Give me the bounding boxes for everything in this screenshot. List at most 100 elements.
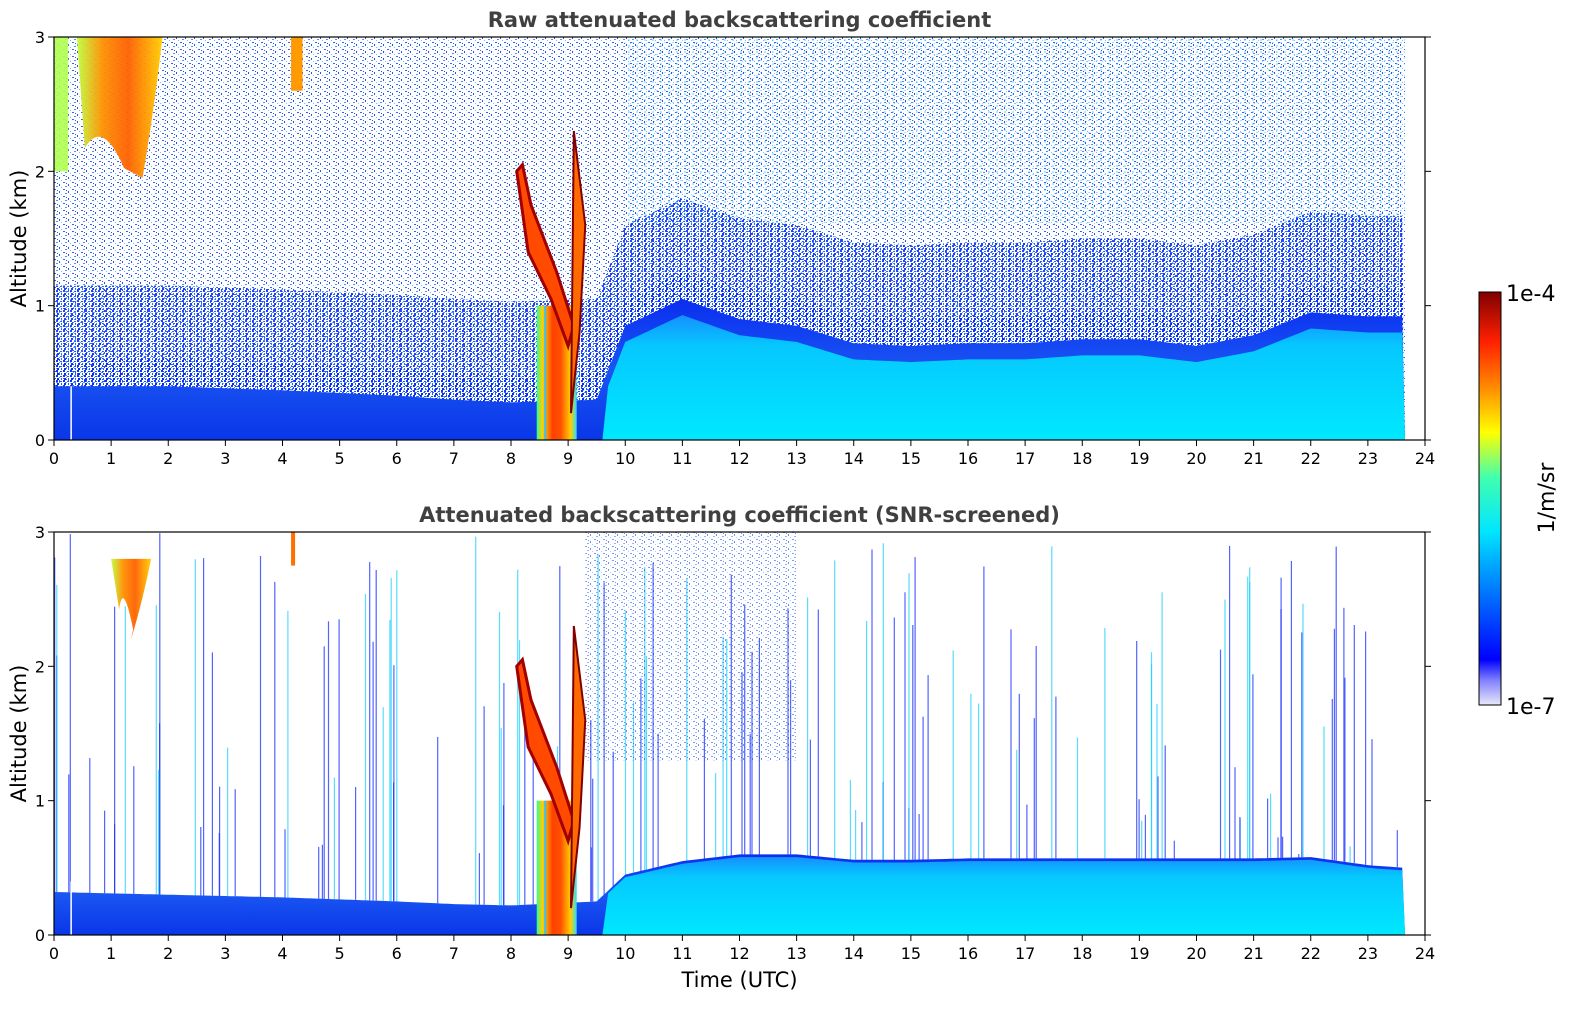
signal-streak (287, 610, 289, 898)
signal-streak (1010, 629, 1012, 859)
high-cloud (111, 558, 152, 640)
signal-streak (158, 769, 160, 895)
y-tick-label: 2 (35, 162, 45, 181)
signal-streak (364, 594, 367, 901)
signal-streak (475, 536, 477, 905)
signal-streak (227, 747, 229, 897)
signal-streak (849, 779, 851, 860)
signal-streak (1280, 577, 1282, 858)
speckle-region (585, 532, 797, 761)
x-axis: 0 1 2 3 4 5 6 7 8 9 10 11 12 13 14 15 16 17 18 19 20 21 22 23 24 (49, 935, 1435, 963)
cloud-edge (54, 37, 69, 172)
y-tick-label: 0 (35, 926, 45, 945)
signal-streak (1136, 641, 1138, 859)
signal-streak (396, 570, 398, 902)
cloud-patch (291, 532, 296, 566)
y-tick-label: 1 (35, 792, 45, 811)
rain-column (569, 130, 587, 414)
x-tick-label: 24 (1415, 944, 1435, 963)
signal-streak (393, 782, 395, 902)
signal-streak (741, 671, 743, 855)
signal-streak (54, 557, 56, 892)
x-tick-label: 3 (220, 449, 230, 468)
high-cloud (76, 37, 163, 179)
signal-streak (218, 833, 220, 896)
signal-streak (1252, 674, 1254, 859)
signal-streak (715, 773, 717, 858)
x-tick-label: 11 (672, 944, 692, 963)
signal-streak (321, 844, 323, 899)
plot-area-1 (54, 37, 1425, 440)
signal-streak (1277, 837, 1279, 858)
y-tick-label: 1 (35, 297, 45, 316)
x-tick-label: 5 (335, 944, 345, 963)
signal-streak (908, 573, 910, 860)
x-tick-label: 21 (1243, 449, 1263, 468)
signal-streak (372, 641, 374, 901)
signal-streak (1026, 804, 1028, 859)
signal-streak (104, 810, 106, 894)
signal-streak (1365, 631, 1367, 865)
x-tick-label: 12 (729, 944, 749, 963)
signal-streak (807, 597, 809, 856)
signal-streak (1173, 840, 1175, 859)
signal-streak (918, 814, 920, 860)
x-tick-label: 18 (1072, 449, 1092, 468)
signal-streak (503, 683, 505, 906)
y-tick-label: 0 (35, 431, 45, 450)
signal-streak (970, 693, 972, 859)
signal-streak (69, 534, 71, 893)
signal-streak (1282, 836, 1284, 858)
x-tick-label: 13 (786, 944, 806, 963)
signal-streak (194, 559, 196, 896)
signal-streak (861, 822, 863, 860)
signal-streak (1270, 793, 1272, 858)
signal-streak (1396, 830, 1398, 868)
signal-streak (478, 853, 480, 905)
panel-title: Attenuated backscattering coefficient (S… (419, 503, 1060, 527)
signal-streak (922, 716, 924, 860)
signal-streak (203, 558, 205, 896)
signal-streak (927, 675, 929, 860)
colorbar-min-label: 1e-7 (1506, 695, 1555, 720)
signal-streak (1301, 632, 1303, 858)
signal-streak (1164, 745, 1166, 859)
y-axis-label: Altitude (km) (7, 170, 31, 308)
panel-title: Raw attenuated backscattering coefficien… (488, 8, 992, 32)
x-tick-label: 18 (1072, 944, 1092, 963)
signal-streak (323, 646, 325, 899)
x-tick-label: 19 (1129, 944, 1149, 963)
signal-streak (952, 650, 954, 859)
signal-streak (1335, 546, 1337, 861)
signal-streak (1104, 627, 1106, 859)
signal-streak (1224, 599, 1226, 859)
signal-streak (1234, 767, 1236, 859)
x-tick-label: 17 (1015, 449, 1035, 468)
signal-streak (375, 570, 377, 901)
noise-cyan (625, 37, 1406, 226)
signal-streak (1055, 696, 1057, 859)
signal-streak (338, 619, 340, 900)
signal-streak (483, 706, 485, 905)
signal-streak (914, 557, 916, 860)
x-tick-label: 14 (844, 449, 864, 468)
signal-streak (274, 581, 276, 898)
signal-streak (68, 774, 70, 893)
x-tick-label: 23 (1358, 944, 1378, 963)
x-tick-label: 10 (615, 944, 635, 963)
signal-streak (1239, 817, 1241, 859)
rain-column (569, 625, 587, 909)
panel-2: 0 1 2 3 4 5 6 7 8 9 10 11 12 13 14 15 16 17 18 19 20 21 22 23 24… (7, 503, 1435, 992)
signal-streak (211, 652, 213, 896)
y-axis: 0 1 2 3 (35, 28, 1431, 450)
signal-streak (124, 606, 126, 894)
colorbar: 1e-4 1e-7 1/m/sr (1478, 282, 1560, 720)
signal-streak (590, 720, 592, 902)
signal-streak (355, 787, 357, 900)
signal-streak (1150, 652, 1153, 859)
signal-streak (1016, 749, 1018, 859)
signal-streak (369, 562, 371, 901)
x-tick-label: 1 (106, 944, 116, 963)
signal-streak (1161, 592, 1163, 859)
signal-streak (1138, 799, 1140, 859)
